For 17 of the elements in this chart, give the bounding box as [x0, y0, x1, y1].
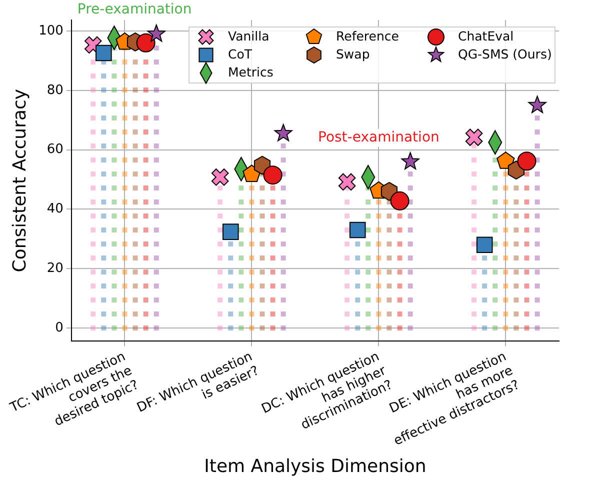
y-tick-label: 100: [38, 23, 64, 38]
y-tick-label: 40: [46, 202, 64, 217]
y-tick-label: 0: [55, 320, 64, 336]
y-tick-label: 80: [46, 82, 64, 98]
legend-label: Vanilla: [228, 28, 270, 44]
x-axis-title: Item Analysis Dimension: [204, 456, 426, 477]
text: Pre-examination: [77, 2, 192, 18]
legend-label: ChatEval: [458, 28, 514, 44]
legend-label: Metrics: [228, 64, 274, 80]
annotation: Post-examination: [318, 130, 440, 146]
legend-label: QG-SMS (Ours): [458, 46, 552, 62]
y-tick-label: 60: [46, 142, 64, 158]
y-axis-title: Consistent Accuracy: [9, 88, 30, 272]
legend-label: Swap: [336, 46, 370, 62]
y-tick-label: 20: [46, 261, 64, 276]
legend-label: Reference: [336, 28, 400, 44]
legend-label: CoT: [228, 46, 252, 62]
